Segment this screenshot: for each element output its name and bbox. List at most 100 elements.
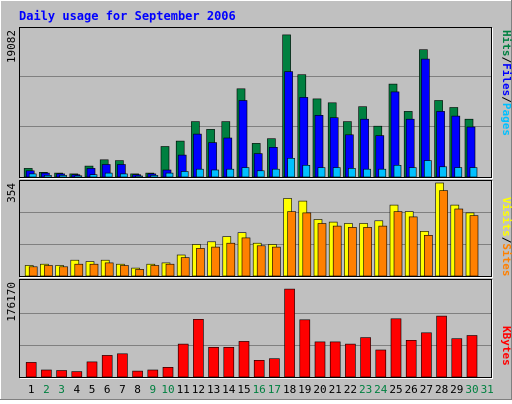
- day-label-22: 22: [344, 383, 357, 396]
- kbytes-bar-11: [177, 343, 189, 378]
- day-label-12: 12: [192, 383, 205, 396]
- kbytes-bar-19: [299, 319, 311, 378]
- legend-hits: Hits: [500, 30, 512, 57]
- sites-bar-22: [348, 227, 357, 277]
- pages-bar-27: [424, 160, 432, 178]
- kbytes-bar-25: [390, 318, 402, 378]
- pages-bar-26: [408, 167, 417, 178]
- day-label-10: 10: [161, 383, 174, 396]
- sites-bar-26: [408, 216, 418, 277]
- sites-bar-9: [150, 265, 160, 277]
- pages-bar-25: [393, 165, 402, 178]
- day-label-25: 25: [389, 383, 402, 396]
- kbytes-bar-1: [25, 362, 37, 378]
- pages-bar-14: [226, 168, 235, 178]
- pages-bar-23: [363, 168, 371, 178]
- sites-bar-6: [104, 262, 114, 277]
- pages-bar-17: [272, 168, 280, 178]
- day-label-11: 11: [177, 383, 190, 396]
- kbytes-bar-5: [86, 361, 98, 378]
- sites-bar-20: [317, 223, 327, 277]
- files-bar-25: [390, 91, 400, 178]
- scale-label-top: 19082: [5, 30, 18, 63]
- kbytes-bar-7: [117, 353, 128, 378]
- pages-bar-5: [89, 174, 98, 178]
- day-label-30: 30: [465, 383, 478, 396]
- legend-pages: Pages: [500, 103, 512, 136]
- day-label-28: 28: [435, 383, 448, 396]
- sites-bar-23: [363, 227, 372, 277]
- sites-bar-5: [89, 263, 99, 277]
- pages-bar-29: [454, 167, 463, 178]
- kbytes-bar-8: [132, 370, 143, 378]
- pages-bar-21: [332, 167, 341, 178]
- day-label-15: 15: [237, 383, 250, 396]
- sites-bar-30: [469, 215, 479, 277]
- pages-bar-16: [256, 170, 265, 178]
- kbytes-bar-20: [314, 341, 326, 378]
- day-label-2: 2: [43, 383, 50, 396]
- pages-bar-11: [180, 171, 189, 178]
- pages-bar-4: [74, 175, 83, 178]
- sites-bar-16: [256, 245, 266, 277]
- pages-bar-20: [317, 167, 326, 178]
- day-label-18: 18: [283, 383, 296, 396]
- kbytes-bar-21: [329, 341, 341, 378]
- kbytes-bar-3: [56, 370, 67, 378]
- pages-bar-6: [104, 172, 113, 178]
- day-label-19: 19: [298, 383, 311, 396]
- legend-bot: KBytes: [500, 326, 512, 366]
- pages-bar-15: [241, 167, 250, 178]
- kbytes-bar-23: [360, 337, 371, 378]
- sites-bar-10: [165, 263, 175, 277]
- day-label-23: 23: [359, 383, 372, 396]
- kbytes-bar-2: [41, 369, 52, 378]
- pages-bar-18: [287, 158, 295, 178]
- legend-visits: Visits: [500, 197, 512, 237]
- kbytes-bar-13: [208, 346, 219, 378]
- sites-bar-13: [211, 246, 220, 277]
- day-label-9: 9: [149, 383, 156, 396]
- sites-bar-3: [59, 266, 68, 277]
- kbytes-bar-4: [71, 371, 83, 378]
- files-bar-15: [238, 100, 248, 178]
- kbytes-bar-16: [253, 359, 265, 378]
- legend-sep-1: /: [500, 57, 512, 64]
- sites-bar-14: [226, 242, 236, 277]
- pages-bar-24: [378, 168, 387, 178]
- kbytes-bar-17: [269, 358, 280, 378]
- pages-bar-3: [59, 175, 67, 178]
- scale-label-bot: 176170: [5, 282, 18, 322]
- sites-bar-21: [332, 225, 342, 277]
- pages-bar-9: [150, 175, 159, 178]
- day-label-1: 1: [28, 383, 35, 396]
- kbytes-bar-15: [238, 341, 250, 378]
- day-label-17: 17: [268, 383, 281, 396]
- day-label-16: 16: [253, 383, 266, 396]
- pages-bar-7: [120, 173, 128, 178]
- pages-bar-19: [302, 165, 311, 178]
- day-label-29: 29: [450, 383, 463, 396]
- files-bar-23: [360, 118, 369, 178]
- sites-bar-19: [302, 212, 312, 277]
- day-labels: 1 2 3 4 5 6 7 8 9 10 11 12 13 14 15 16 17 18 19 20 21 22 23 24 2…: [28, 383, 494, 396]
- pages-bar-30: [469, 167, 478, 178]
- kbytes-bar-14: [223, 346, 235, 378]
- sites-bar-2: [44, 265, 53, 277]
- pages-bar-12: [196, 168, 204, 178]
- kbytes-bar-10: [162, 366, 174, 378]
- sites-bar-27: [424, 235, 433, 277]
- kbytes-bar-9: [147, 369, 159, 378]
- kbytes-bar-22: [345, 343, 356, 378]
- pages-bar-1: [28, 173, 37, 178]
- sites-bar-28: [439, 190, 448, 277]
- day-label-31: 31: [481, 383, 494, 396]
- legend-mid: Visits/Sites: [500, 197, 512, 277]
- sites-bar-1: [28, 266, 38, 277]
- kbytes-bar-30: [466, 335, 478, 378]
- legend-kbytes: KBytes: [500, 326, 512, 366]
- sites-bar-7: [120, 265, 129, 277]
- pages-bar-28: [439, 166, 447, 178]
- scale-label-mid: 354: [5, 183, 18, 203]
